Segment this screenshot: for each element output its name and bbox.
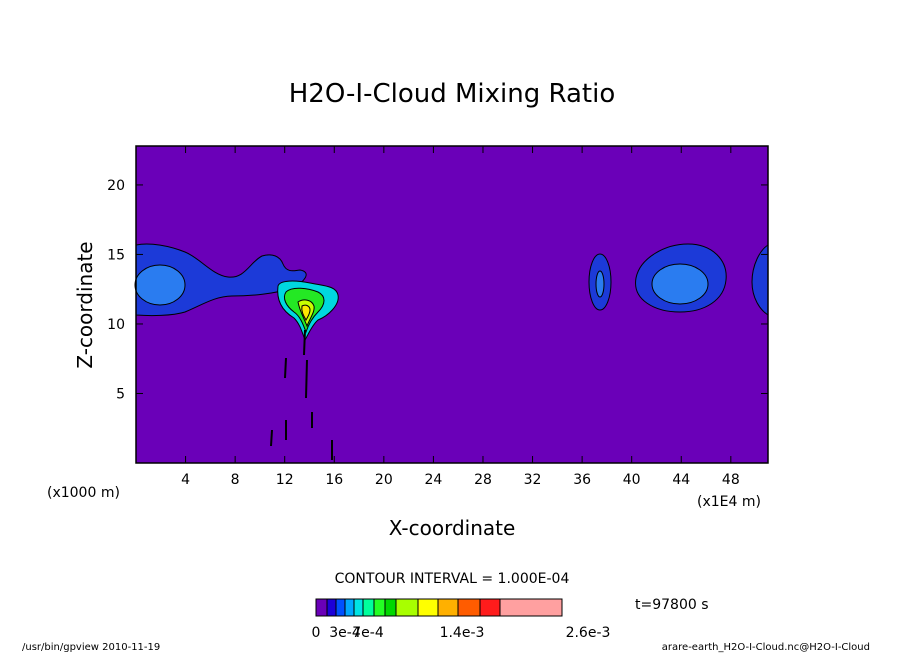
y-tick-label: 5 bbox=[116, 386, 125, 402]
y-axis-label: Z-coordinate bbox=[73, 241, 97, 368]
colorbar-label: 0 bbox=[312, 625, 321, 641]
colorbar-swatch bbox=[315, 598, 328, 617]
colorbar-swatch bbox=[417, 598, 439, 617]
x-tick-label: 44 bbox=[672, 472, 690, 488]
x-tick-label: 20 bbox=[375, 472, 393, 488]
x-unit-left: (x1000 m) bbox=[47, 485, 120, 501]
colorbar-swatch bbox=[384, 598, 397, 617]
colorbar-swatch bbox=[499, 598, 563, 617]
footer-left: /usr/bin/gpview 2010-11-19 bbox=[22, 642, 160, 653]
time-label: t=97800 s bbox=[635, 597, 709, 613]
contour-interval: CONTOUR INTERVAL = 1.000E-04 bbox=[335, 571, 570, 587]
footer-right: arare-earth_H2O-I-Cloud.nc@H2O-I-Cloud bbox=[662, 642, 870, 653]
x-axis: 4 8 12 16 20 24 28 32 36 40 44 48 bbox=[181, 146, 740, 488]
colorbar-swatch bbox=[362, 598, 375, 617]
cloud-core-peak bbox=[301, 304, 311, 322]
x-axis-label: X-coordinate bbox=[389, 516, 516, 540]
colorbar-label: 2.6e-3 bbox=[566, 625, 611, 641]
colorbar-label: 7e-4 bbox=[352, 625, 384, 641]
x-tick-label: 8 bbox=[231, 472, 240, 488]
colorbar-swatch bbox=[326, 598, 337, 617]
y-tick-label: 15 bbox=[107, 247, 125, 263]
x-tick-label: 32 bbox=[524, 472, 542, 488]
colorbar-swatch bbox=[373, 598, 386, 617]
y-axis: 5 10 15 20 bbox=[107, 178, 768, 402]
x-tick-label: 28 bbox=[474, 472, 492, 488]
precip-streak bbox=[270, 329, 333, 460]
x-tick-label: 24 bbox=[424, 472, 442, 488]
y-tick-label: 20 bbox=[107, 178, 125, 194]
colorbar: 0 3e-47e-4 1.4e-3 2.6e-3 bbox=[312, 598, 611, 641]
cloud-right-edge bbox=[751, 244, 769, 316]
x-tick-label: 48 bbox=[722, 472, 740, 488]
x-tick-label: 4 bbox=[181, 472, 190, 488]
colorbar-label: 1.4e-3 bbox=[440, 625, 485, 641]
colorbar-swatch bbox=[479, 598, 501, 617]
x-tick-label: 40 bbox=[623, 472, 641, 488]
y-tick-label: 10 bbox=[107, 317, 125, 333]
plot-area bbox=[134, 145, 769, 464]
cloud-44-inner bbox=[651, 263, 709, 305]
colorbar-swatch bbox=[395, 598, 419, 617]
colorbar-swatch bbox=[335, 598, 346, 617]
cloud-small-37-inner bbox=[595, 270, 605, 298]
colorbar-label: 3e-4 bbox=[329, 625, 361, 641]
chart-title: H2O-I-Cloud Mixing Ratio bbox=[289, 79, 616, 109]
colorbar-swatch bbox=[344, 598, 355, 617]
x-unit-right: (x1E4 m) bbox=[697, 494, 761, 510]
colorbar-swatch bbox=[353, 598, 364, 617]
colorbar-swatch bbox=[457, 598, 481, 617]
x-tick-label: 16 bbox=[325, 472, 343, 488]
colorbar-swatch bbox=[437, 598, 459, 617]
plot-frame bbox=[135, 145, 769, 464]
x-tick-label: 12 bbox=[276, 472, 294, 488]
cloud-inner-left bbox=[134, 264, 186, 306]
x-tick-label: 36 bbox=[573, 472, 591, 488]
